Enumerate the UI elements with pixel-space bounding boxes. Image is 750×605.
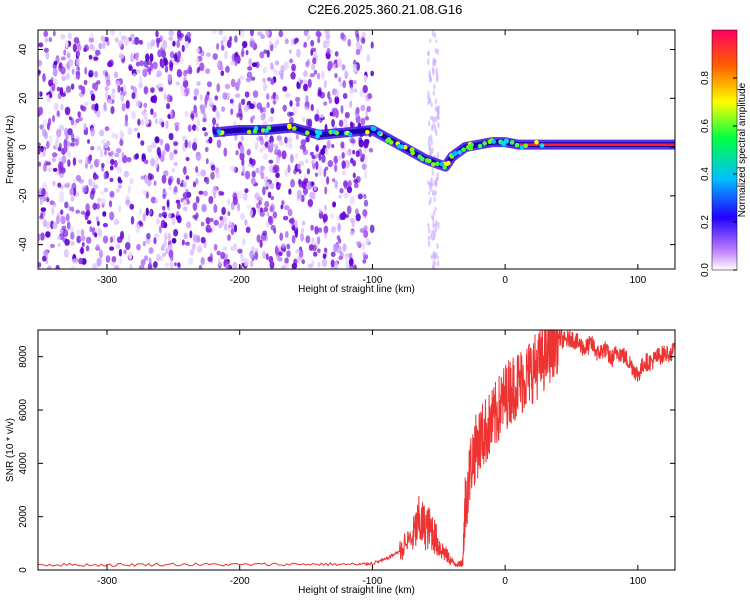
x-tick-label: -200 <box>230 275 250 286</box>
y-tick-label: 8000 <box>18 345 29 368</box>
colorbar: 0.0 0.2 0.4 0.6 0.8 Normalized spectral ampli… <box>700 29 748 277</box>
snr-series <box>38 330 675 568</box>
y-tick-label: 0 <box>18 144 29 150</box>
y-axis-label: Frequency (Hz) <box>5 115 16 184</box>
x-tick-label: 0 <box>502 576 508 587</box>
y-tick-label: -40 <box>18 237 29 252</box>
y-tick-label: 0 <box>18 567 29 573</box>
spectrogram-frame <box>37 29 676 270</box>
x-tick-label: -300 <box>97 275 117 286</box>
chart-title: C2E6.2025.360.21.08.G16 <box>308 2 463 17</box>
noise-speckle <box>38 30 440 269</box>
colorbar-tick-label: 0.0 <box>700 263 711 277</box>
colorbar-tick-label: 0.8 <box>700 71 711 85</box>
x-tick-label: -300 <box>97 576 117 587</box>
y-axis-label: SNR (10 * v/v) <box>5 418 16 482</box>
x-tick-label: -100 <box>362 576 382 587</box>
y-tick-label: 6000 <box>18 398 29 421</box>
y-tick-label: 20 <box>18 92 29 104</box>
x-tick-label: 0 <box>502 275 508 286</box>
y-tick-label: 2000 <box>18 505 29 528</box>
y-tick-label: 4000 <box>18 452 29 475</box>
colorbar-tick-label: 0.4 <box>700 167 711 181</box>
x-tick-label: -200 <box>230 576 250 587</box>
x-axis-label: Height of straight line (km) <box>298 585 415 596</box>
colorbar-tick-label: 0.6 <box>700 119 711 133</box>
signal-ridge <box>212 122 675 172</box>
snr-plot: -300 -200 -100 0 10002000400060008000Height … <box>5 329 676 596</box>
colorbar-label: Normalized spectral amplitude <box>737 82 748 217</box>
x-tick-label: -100 <box>362 275 382 286</box>
snr-line <box>38 330 675 568</box>
colorbar-gradient <box>711 29 738 271</box>
colorbar-tick-label: 0.2 <box>700 215 711 229</box>
y-tick-label: 40 <box>18 44 29 56</box>
snr-frame <box>37 329 676 571</box>
x-tick-label: 100 <box>629 275 646 286</box>
y-tick-label: -20 <box>18 188 29 203</box>
x-tick-label: 100 <box>629 576 646 587</box>
x-axis-label: Height of straight line (km) <box>298 284 415 295</box>
